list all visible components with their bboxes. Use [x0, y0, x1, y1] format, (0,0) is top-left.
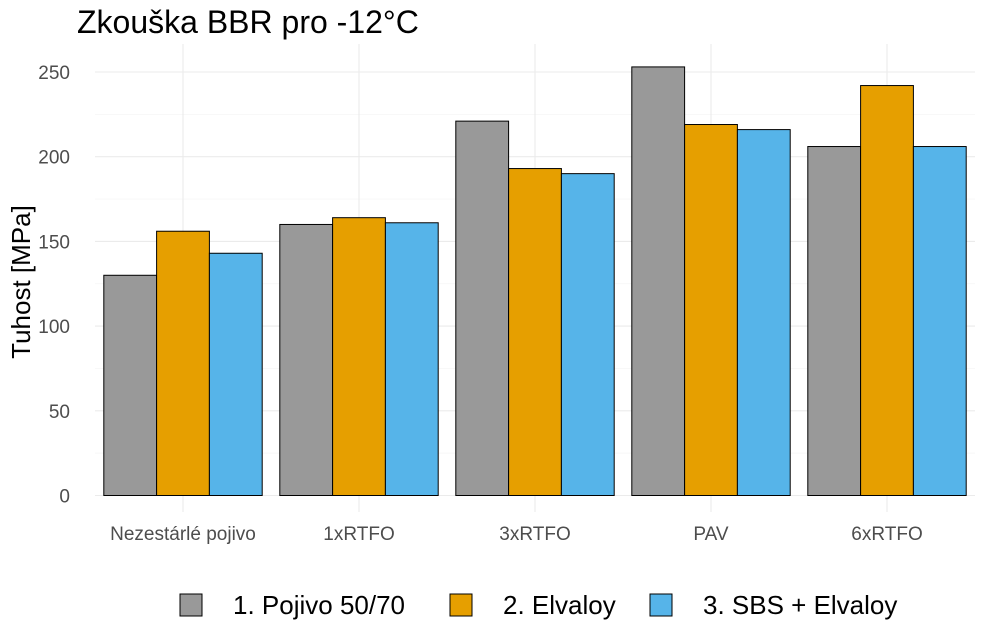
bar	[560, 173, 615, 496]
bar	[631, 66, 686, 496]
legend-label: 3. SBS + Elvaloy	[703, 590, 897, 620]
x-tick-label: 1xRTFO	[323, 524, 394, 545]
legend-swatch	[649, 593, 673, 617]
y-tick-label: 150	[38, 232, 70, 253]
y-tick-label: 100	[38, 317, 70, 338]
y-tick-label: 50	[49, 402, 70, 423]
y-tick-labels: 0 50 100 150 200 250	[38, 63, 70, 508]
legend-label: 2. Elvaloy	[503, 590, 616, 620]
bars	[103, 66, 967, 497]
legend-swatch	[449, 593, 473, 617]
x-tick-label: 3xRTFO	[499, 524, 570, 545]
legend: 1. Pojivo 50/70 2. Elvaloy 3. SBS + Elvalo…	[179, 590, 897, 620]
bar	[807, 146, 862, 496]
bar	[279, 223, 334, 497]
x-tick-label: 6xRTFO	[851, 524, 922, 545]
y-tick-label: 0	[59, 487, 70, 508]
legend-swatch	[179, 593, 203, 617]
bar	[156, 230, 210, 496]
bar	[103, 274, 158, 496]
x-tick-labels: Nezestárlé pojivo 1xRTFO 3xRTFO PAV 6xRTFO	[110, 524, 923, 545]
y-axis-label: Tuhost [MPa]	[6, 205, 36, 359]
bar	[332, 217, 386, 497]
bar	[860, 85, 914, 496]
bar	[455, 120, 510, 496]
y-tick-label: 200	[38, 148, 70, 169]
x-tick-label: Nezestárlé pojivo	[110, 524, 256, 545]
legend-label: 1. Pojivo 50/70	[233, 590, 405, 620]
bar	[208, 252, 263, 496]
y-tick-label: 250	[38, 63, 70, 84]
bar	[912, 146, 967, 496]
bar	[684, 124, 738, 496]
bar	[736, 129, 791, 496]
bar	[508, 168, 562, 496]
chart-title: Zkouška BBR pro -12°C	[77, 4, 419, 40]
x-tick-label: PAV	[693, 524, 729, 545]
bar	[384, 222, 439, 497]
